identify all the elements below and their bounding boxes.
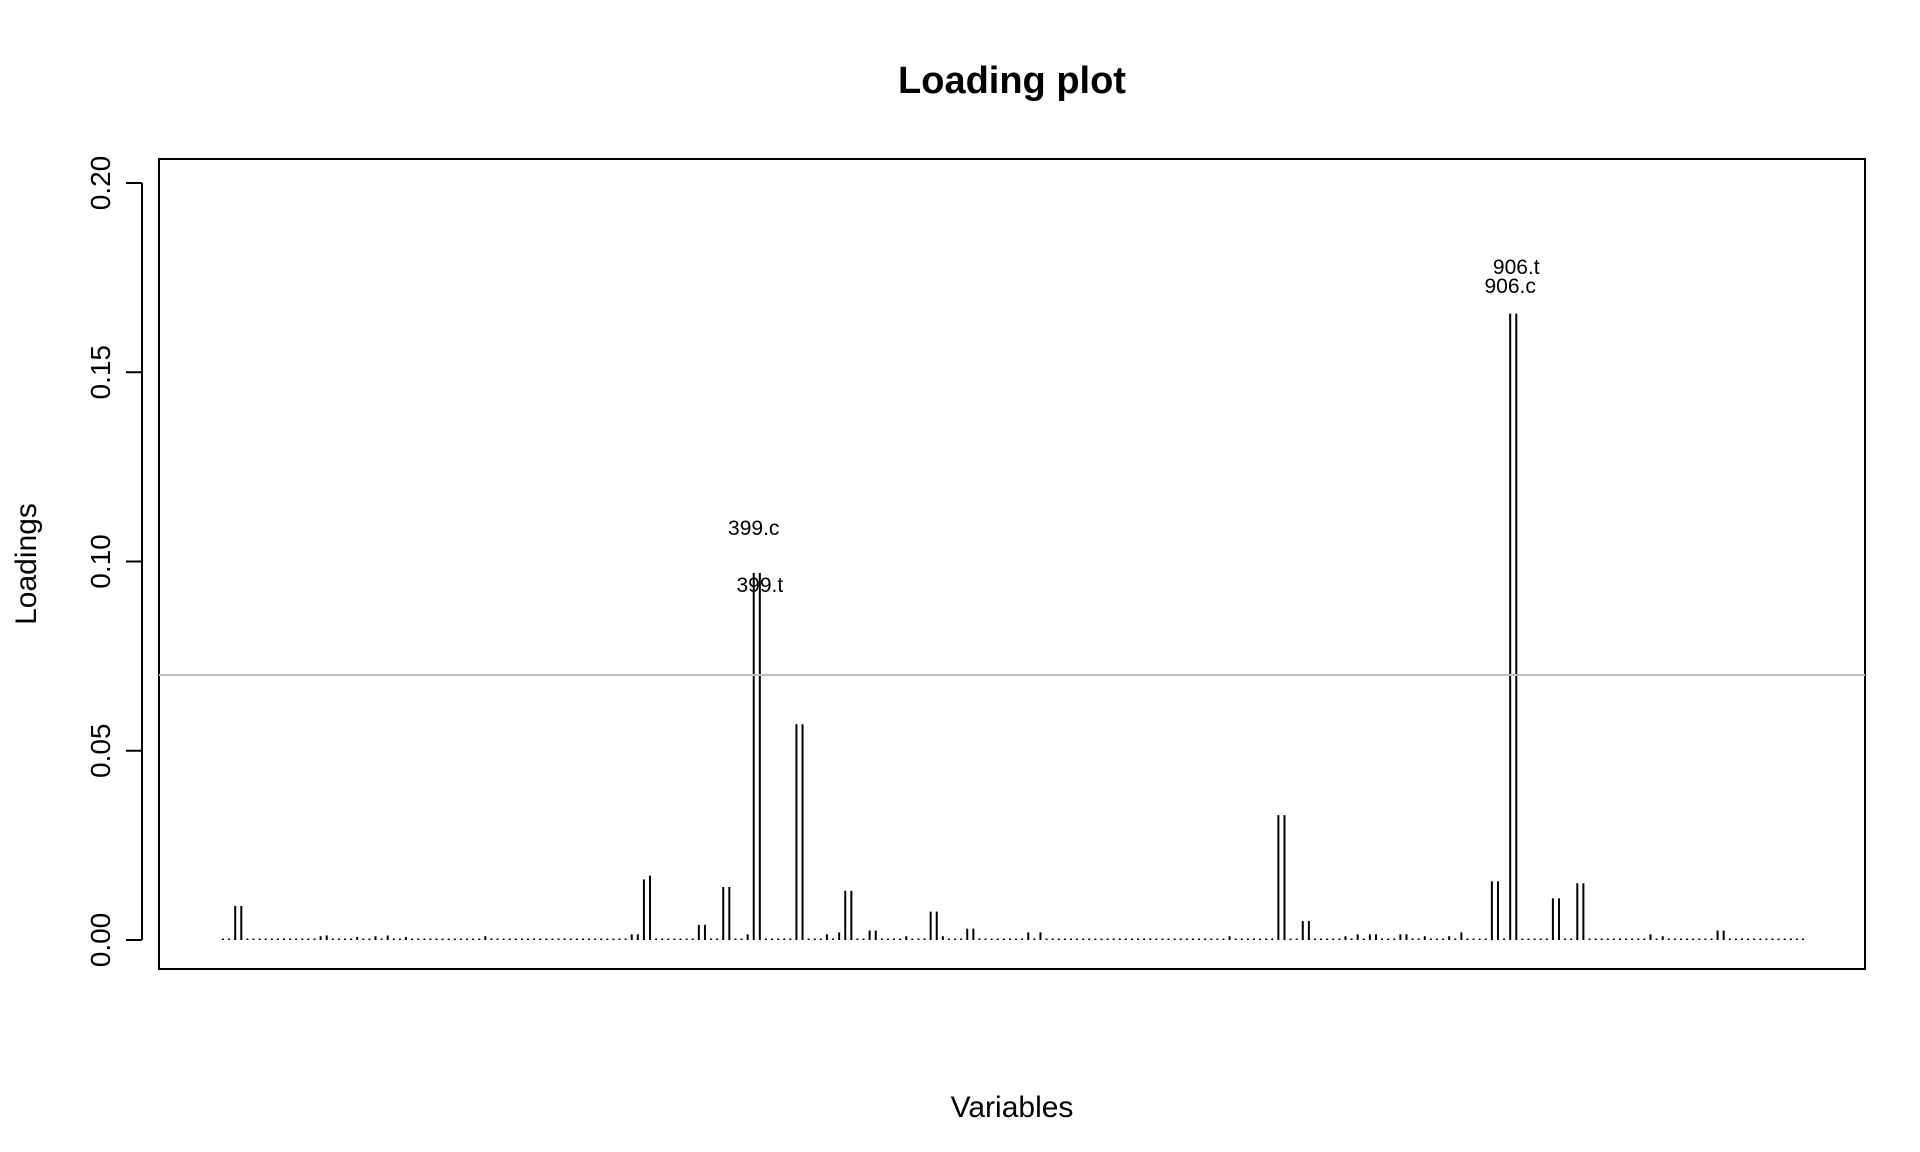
bar-annotation: 906.c: [1484, 275, 1535, 298]
chart-title: Loading plot: [898, 60, 1126, 102]
y-axis-label: Loadings: [10, 503, 43, 625]
bar-annotation: 399.c: [728, 517, 779, 540]
loading-bars: [222, 313, 1804, 940]
y-tick-label: 0.00: [85, 913, 116, 968]
y-tick-label: 0.15: [85, 345, 116, 400]
y-tick-label: 0.05: [85, 724, 116, 779]
y-tick-label: 0.10: [85, 534, 116, 589]
plot-frame: [158, 158, 1866, 970]
x-axis-label: Variables: [951, 1091, 1074, 1124]
y-axis: 0.00 0.05 0.10 0.15 0.20: [85, 156, 143, 968]
y-tick-label: 0.20: [85, 156, 116, 211]
bar-annotation: 399.t: [736, 574, 783, 597]
bar-annotation: 906.t: [1493, 256, 1540, 279]
